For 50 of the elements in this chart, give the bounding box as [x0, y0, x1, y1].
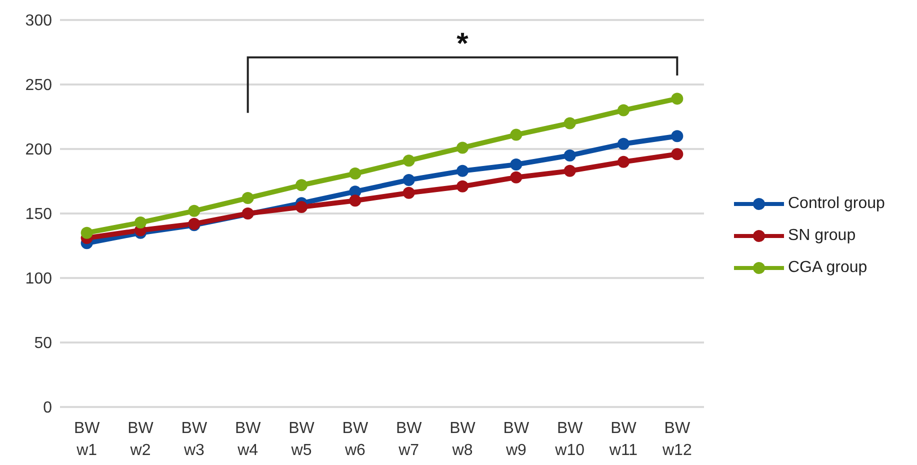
- point: [671, 148, 684, 160]
- point: [188, 204, 200, 217]
- point: [402, 154, 415, 167]
- x-tick-label: BW w3: [181, 420, 208, 459]
- point: [671, 92, 684, 105]
- x-tick-label: BW w1: [74, 420, 101, 459]
- point: [564, 164, 576, 177]
- point: [402, 186, 415, 199]
- point: [296, 201, 308, 214]
- point: [242, 192, 254, 204]
- x-tick-label: BW w6: [342, 420, 369, 459]
- point: [349, 194, 362, 207]
- point: [564, 117, 576, 130]
- x-tick-label: BW w12: [661, 420, 692, 459]
- y-tick-label: 50: [34, 335, 52, 352]
- legend-label: SN group: [788, 226, 856, 244]
- legend-label: Control group: [788, 194, 885, 212]
- point: [349, 168, 362, 180]
- point: [564, 149, 576, 162]
- x-tick-label: BW w5: [288, 420, 316, 459]
- point: [456, 142, 468, 154]
- y-tick-label: 0: [43, 400, 52, 417]
- x-tick-label: BW w9: [503, 420, 530, 459]
- point: [80, 226, 93, 239]
- x-tick-label: BW w11: [608, 420, 638, 459]
- point: [242, 208, 254, 220]
- point: [510, 171, 522, 184]
- point: [671, 130, 684, 142]
- point: [456, 164, 468, 177]
- legend-label: CGA group: [788, 258, 868, 276]
- x-tick-label: BW w2: [128, 420, 154, 459]
- x-tick-label: BW w4: [234, 420, 262, 459]
- y-tick-label: 100: [25, 270, 52, 288]
- y-tick-label: 250: [25, 77, 52, 94]
- point: [296, 179, 308, 192]
- point: [618, 138, 630, 150]
- x-tick-label: BW w8: [450, 420, 476, 459]
- y-tick-label: 150: [25, 206, 52, 224]
- point: [510, 158, 522, 170]
- x-tick-label: BW w10: [554, 420, 585, 459]
- x-tick-label: BW w7: [396, 420, 423, 459]
- point: [456, 180, 468, 192]
- point: [618, 156, 630, 168]
- point: [134, 216, 146, 229]
- annotation: *: [456, 27, 469, 60]
- point: [618, 104, 630, 116]
- y-tick-label: 200: [25, 142, 52, 159]
- point: [402, 174, 415, 186]
- y-tick-label: 300: [25, 12, 52, 30]
- point: [510, 128, 522, 141]
